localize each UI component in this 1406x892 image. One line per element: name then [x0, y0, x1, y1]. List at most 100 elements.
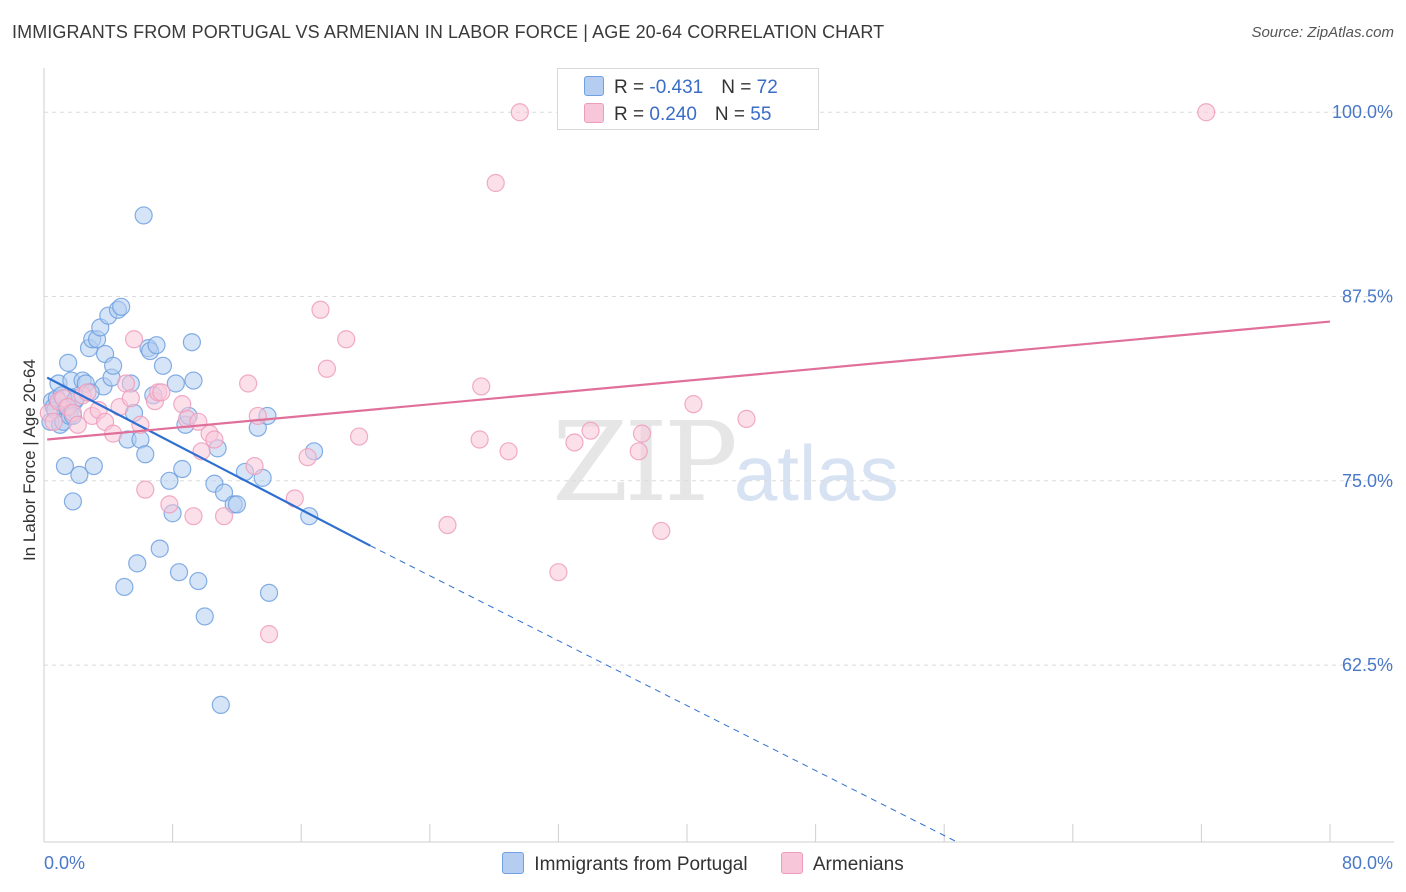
- data-point: [248, 406, 267, 426]
- legend-swatch-portugal: [584, 76, 604, 96]
- data-point: [349, 427, 369, 446]
- trend-line-armenians: [47, 320, 1331, 441]
- data-point: [1197, 103, 1216, 122]
- data-point: [44, 412, 63, 431]
- data-point: [63, 492, 83, 511]
- series-legend: Immigrants from Portugal Armenians: [0, 852, 1406, 876]
- legend-item-armenians[interactable]: Armenians: [780, 852, 904, 876]
- watermark: ZIPatlas: [552, 398, 899, 526]
- data-point: [311, 300, 330, 319]
- data-point: [652, 521, 671, 541]
- series-immigrants-from-portugal: [41, 206, 324, 714]
- y-tick-label: 100.0%: [1332, 102, 1393, 122]
- legend-swatch-armenians: [780, 852, 803, 874]
- data-point: [499, 442, 518, 461]
- legend-label-armenians: Armenians: [812, 854, 904, 875]
- legend-n-label: N =: [714, 104, 751, 125]
- chart-title: IMMIGRANTS FROM PORTUGAL VS ARMENIAN IN …: [12, 22, 885, 42]
- data-point: [195, 607, 214, 626]
- stats-legend: R = -0.431 N = 72 R = 0.240 N = 55: [557, 68, 819, 130]
- data-point: [472, 377, 491, 396]
- legend-r-label: R =: [614, 77, 650, 98]
- data-point: [121, 389, 140, 408]
- data-point: [136, 480, 155, 499]
- data-point: [153, 356, 173, 375]
- watermark-zip: ZIP: [552, 398, 738, 526]
- data-point: [565, 433, 584, 452]
- series-armenians: [39, 103, 1216, 644]
- data-point: [205, 430, 224, 449]
- data-point: [173, 459, 192, 479]
- data-point: [55, 456, 74, 476]
- data-point: [124, 330, 144, 349]
- data-point: [182, 333, 201, 352]
- x-tick-label: 80.0%: [1342, 853, 1393, 873]
- legend-r-value: 0.240: [649, 104, 697, 125]
- data-point: [245, 456, 264, 476]
- data-point: [166, 374, 185, 393]
- data-point: [317, 359, 337, 378]
- trend-line-portugal: [46, 376, 371, 547]
- data-point: [160, 495, 179, 514]
- data-point: [136, 445, 155, 464]
- data-point: [510, 103, 529, 122]
- data-point: [150, 539, 169, 558]
- data-point: [684, 395, 703, 414]
- legend-row-armenians: R = 0.240 N = 55: [584, 103, 771, 126]
- data-point: [115, 577, 134, 597]
- x-tick-label: 0.0%: [44, 853, 85, 873]
- data-point: [438, 515, 457, 535]
- data-point: [169, 563, 189, 582]
- data-point: [68, 415, 87, 434]
- data-point: [134, 206, 153, 225]
- data-point: [259, 625, 279, 644]
- data-point: [214, 507, 234, 526]
- legend-r-value: -0.431: [649, 77, 704, 98]
- watermark-atlas: atlas: [733, 429, 899, 517]
- data-point: [152, 383, 171, 402]
- data-point: [581, 421, 600, 440]
- data-point: [227, 495, 246, 514]
- data-point: [184, 507, 203, 526]
- data-point: [147, 336, 166, 355]
- data-point: [112, 297, 131, 316]
- data-point: [59, 353, 78, 372]
- legend-swatch-armenians: [584, 103, 604, 123]
- y-tick-label: 75.0%: [1342, 471, 1393, 491]
- data-point: [104, 356, 123, 375]
- tick-labels: 62.5% 75.0% 87.5% 100.0% 0.0% 80.0%: [44, 102, 1393, 873]
- legend-n-label: N =: [721, 77, 757, 98]
- legend-r-label: R =: [614, 104, 650, 125]
- data-point: [259, 583, 279, 602]
- data-point: [70, 465, 89, 485]
- data-point: [298, 448, 317, 467]
- data-point: [189, 571, 208, 591]
- data-point: [470, 430, 489, 449]
- data-point: [549, 563, 568, 582]
- data-point: [214, 483, 234, 502]
- legend-label-portugal: Immigrants from Portugal: [534, 854, 748, 875]
- legend-swatch-portugal: [502, 852, 525, 874]
- data-point: [632, 424, 652, 443]
- data-point: [128, 554, 147, 573]
- y-tick-label: 87.5%: [1342, 287, 1393, 307]
- trend-line-portugal-extension: [370, 545, 958, 843]
- trend-lines: [46, 320, 1331, 843]
- data-point: [486, 173, 505, 193]
- data-point: [337, 330, 356, 349]
- legend-row-portugal: R = -0.431 N = 72: [584, 76, 778, 99]
- data-point: [184, 371, 203, 390]
- axes: [43, 68, 1394, 843]
- data-point: [160, 471, 179, 490]
- data-point: [84, 456, 103, 476]
- legend-n-value: 55: [750, 104, 772, 125]
- legend-n-value: 72: [756, 77, 778, 98]
- data-point: [239, 374, 258, 393]
- y-tick-label: 62.5%: [1342, 655, 1393, 675]
- legend-item-portugal[interactable]: Immigrants from Portugal: [502, 852, 748, 876]
- data-point: [211, 695, 230, 714]
- data-point: [629, 442, 648, 461]
- data-point: [737, 409, 756, 428]
- source-label: Source: ZipAtlas.com: [1251, 24, 1394, 41]
